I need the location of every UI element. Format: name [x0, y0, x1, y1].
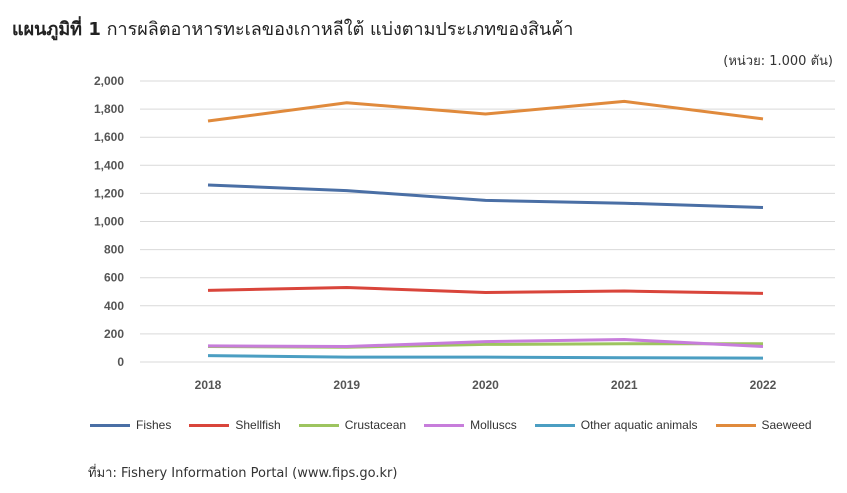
legend-label: Molluscs [470, 418, 517, 432]
line-chart: 0 200 400 600 800 1,000 1,200 1,400 1,600 1,800 2,… [94, 74, 835, 392]
legend-item: Molluscs [424, 418, 517, 432]
y-tick-label: 1,800 [94, 102, 124, 116]
series-line-saeweed [207, 99, 764, 123]
legend-item: Crustacean [298, 418, 407, 432]
y-tick-label: 1,000 [94, 215, 124, 229]
legend-label: Shellfish [235, 418, 281, 432]
legend-item: Shellfish [189, 418, 281, 432]
legend-label: Other aquatic animals [580, 418, 698, 432]
y-tick-label: 400 [104, 299, 124, 313]
x-tick-label: 2019 [333, 378, 360, 392]
x-tick-label: 2020 [472, 378, 499, 392]
x-axis-ticks: 2018 2019 2020 2021 2022 [195, 378, 777, 392]
legend-label: Crustacean [344, 418, 407, 432]
y-axis-ticks: 0 200 400 600 800 1,000 1,200 1,400 1,600 1,800 2,… [94, 74, 124, 369]
legend-swatch [298, 423, 339, 427]
x-tick-label: 2018 [195, 378, 222, 392]
y-tick-label: 800 [104, 243, 124, 257]
series-line-molluscs [207, 338, 764, 349]
legend-swatch [715, 423, 756, 427]
legend-swatch [189, 423, 230, 427]
y-tick-label: 1,600 [94, 130, 124, 144]
unit-label: (หน่วย: 1.000 ตัน) [723, 54, 833, 69]
legend-label: Saeweed [761, 418, 812, 432]
chart-title-bold: แผนภูมิที่ 1 [12, 19, 101, 40]
y-tick-label: 0 [117, 355, 124, 369]
y-tick-label: 600 [104, 271, 124, 285]
legend-item: Saeweed [715, 418, 812, 432]
series-line-shellfish [207, 286, 764, 295]
legend-swatch [90, 423, 130, 427]
legend-swatch [534, 423, 575, 427]
source-note: ที่มา: Fishery Information Portal (www.f… [88, 466, 398, 481]
chart-legend: Fishes Shellfish Crustacean Molluscs Other a… [90, 418, 830, 432]
grid-lines [140, 80, 835, 363]
y-tick-label: 2,000 [94, 74, 124, 88]
series-lines [207, 99, 764, 360]
legend-label: Fishes [136, 418, 172, 432]
series-line-other-aquatic-animals [207, 354, 764, 360]
y-tick-label: 200 [104, 327, 124, 341]
x-tick-label: 2022 [750, 378, 777, 392]
series-line-fishes [207, 183, 764, 209]
chart-title: แผนภูมิที่ 1 การผลิตอาหารทะเลของเกาหลีใต… [12, 14, 573, 43]
x-tick-label: 2021 [611, 378, 638, 392]
legend-item: Fishes [90, 418, 171, 432]
y-tick-label: 1,400 [94, 158, 124, 172]
legend-item: Other aquatic animals [534, 418, 698, 432]
y-tick-label: 1,200 [94, 186, 124, 200]
legend-swatch [424, 423, 465, 427]
chart-title-text: การผลิตอาหารทะเลของเกาหลีใต้ แบ่งตามประเ… [106, 19, 574, 40]
